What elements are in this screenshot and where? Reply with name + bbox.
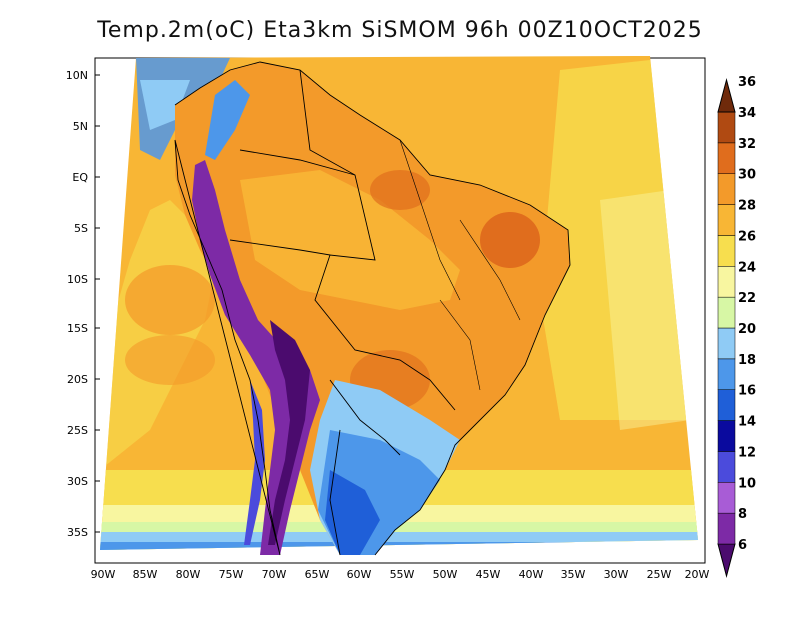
colorbar-segment	[717, 358, 736, 390]
southern-cool-deep	[325, 470, 380, 555]
lon-label: 30W	[604, 568, 629, 581]
atlantic-warm	[540, 60, 690, 420]
lon-label: 80W	[176, 568, 201, 581]
colorbar-label: 12	[738, 445, 756, 460]
colorbar-segment	[717, 482, 736, 514]
colorbar-label: 18	[738, 353, 756, 368]
central-light	[240, 170, 460, 310]
colorbar-segment	[717, 142, 736, 174]
colorbar-segment	[717, 204, 736, 236]
colorbar-label: 8	[738, 507, 747, 522]
ne-brazil-hot	[480, 212, 540, 268]
lon-label: 50W	[433, 568, 458, 581]
colorbar-label: 16	[738, 384, 756, 399]
pacific-warm-blob-1	[125, 265, 215, 335]
lon-label: 45W	[476, 568, 501, 581]
border-brazil-west	[299, 69, 456, 411]
colorbar-label: 14	[738, 415, 756, 430]
lon-label: 85W	[133, 568, 158, 581]
colorbar-label: 22	[738, 291, 756, 306]
lat-label: 10S	[67, 273, 88, 286]
south-america-land	[175, 62, 570, 555]
lat-label: 10N	[66, 69, 88, 82]
border-south	[329, 379, 401, 556]
lon-label: 65W	[305, 568, 330, 581]
lat-label: 35S	[67, 526, 88, 539]
colorbar-low-arrow	[717, 543, 736, 578]
colorbar-segment	[717, 451, 736, 483]
colorbar-label: 32	[738, 137, 756, 152]
colorbar-label: 28	[738, 199, 756, 214]
colorbar-label: 36	[738, 75, 756, 90]
lat-ticks	[95, 74, 100, 533]
lat-label: 25S	[67, 424, 88, 437]
colorbar-segment	[717, 389, 736, 421]
pacific-warm-blob-2	[125, 335, 215, 385]
lon-label: 20W	[685, 568, 710, 581]
temperature-field	[100, 56, 698, 550]
lon-label: 40W	[519, 568, 544, 581]
colorbar-label: 30	[738, 168, 756, 183]
latitude-axis: 10N 5N EQ 5S 10S 15S 20S 25S 30S 35S	[66, 69, 100, 539]
lon-label: 75W	[219, 568, 244, 581]
lon-label: 35W	[561, 568, 586, 581]
lat-label: 5N	[73, 120, 88, 133]
amazon-hot	[370, 170, 430, 210]
colorbar-segment	[717, 173, 736, 205]
colorbar-segment	[717, 111, 736, 144]
colorbar-segment	[717, 420, 736, 452]
colorbar-label: 20	[738, 322, 756, 337]
coastline	[174, 61, 571, 556]
colorbar-label: 6	[738, 538, 747, 553]
lat-label: 15S	[67, 322, 88, 335]
border-andean	[229, 149, 356, 256]
country-borders	[174, 61, 571, 556]
chile-coast	[244, 380, 265, 545]
atlantic-cool-east	[600, 190, 690, 430]
lon-label: 70W	[262, 568, 287, 581]
lon-label: 60W	[347, 568, 372, 581]
colorbar-segment	[717, 512, 736, 545]
colorbar-segment	[717, 296, 736, 329]
colorbar-label: 24	[738, 260, 756, 275]
border-brazil-states	[399, 139, 521, 391]
longitude-axis: 90W 85W 80W 75W 70W 65W 60W 55W 50W 45W …	[91, 568, 710, 581]
colorbar-label: 34	[738, 106, 756, 121]
colorbar: 6 8 10 12 14 16 18 20 22 24 26 28 30 32 34 36	[717, 75, 756, 578]
colorbar-segment	[717, 235, 736, 267]
lat-label: 5S	[74, 222, 88, 235]
colorbar-segment	[717, 327, 736, 360]
map-title: Temp.2m(oC) Eta3km SiSMOM 96h 00Z10OCT20…	[97, 18, 703, 43]
lon-label: 25W	[647, 568, 672, 581]
andes-north	[205, 80, 250, 160]
colorbar-label: 26	[738, 229, 756, 244]
andes-core	[268, 320, 310, 545]
colorbar-segment	[717, 266, 736, 298]
lat-label: 30S	[67, 475, 88, 488]
caribbean-cool-2	[140, 80, 190, 130]
lon-label: 90W	[91, 568, 116, 581]
colorbar-label: 10	[738, 476, 756, 491]
colorbar-high-arrow	[717, 78, 736, 113]
lat-label: 20S	[67, 373, 88, 386]
lon-label: 55W	[390, 568, 415, 581]
lat-label: EQ	[72, 171, 88, 184]
